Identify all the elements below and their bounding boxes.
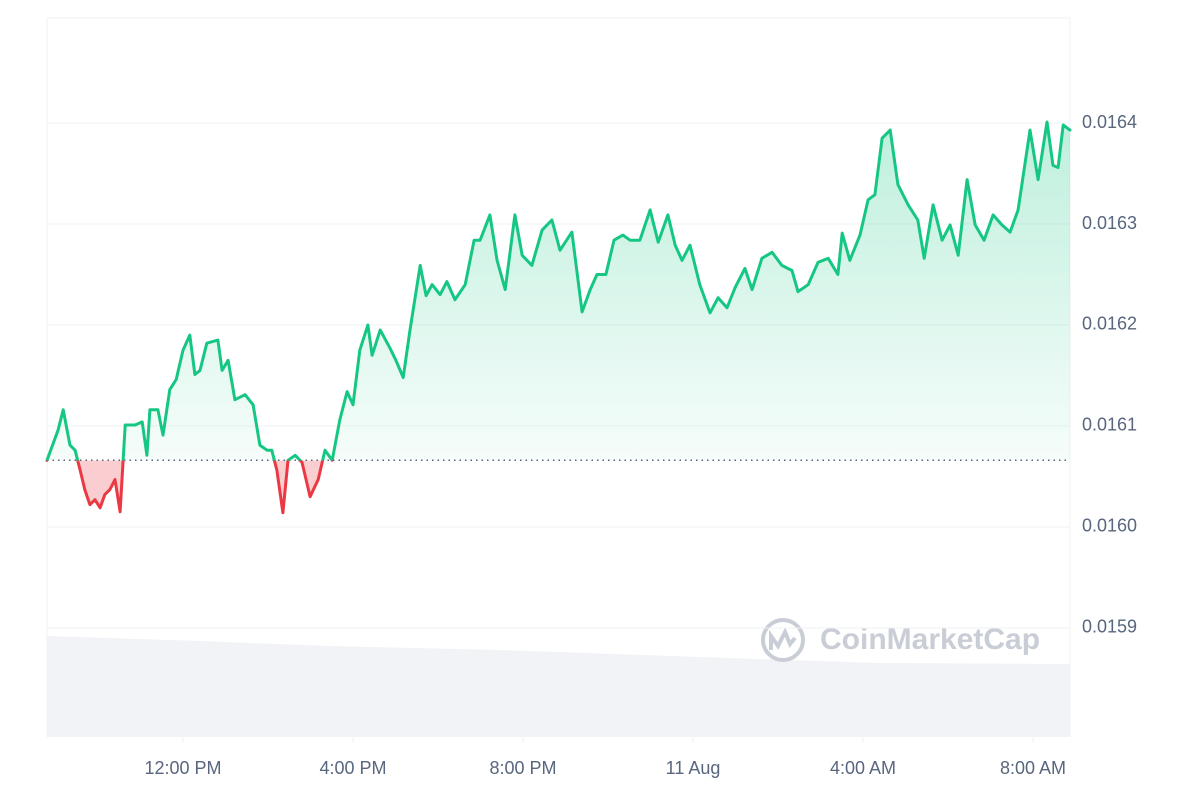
- y-tick-label: 0.0162: [1082, 314, 1137, 334]
- x-tick-label: 4:00 AM: [830, 758, 896, 778]
- volume-area: [47, 636, 1070, 737]
- y-tick-label: 0.0160: [1082, 516, 1137, 536]
- watermark-logo: [761, 618, 805, 662]
- y-tick-label: 0.0161: [1082, 415, 1137, 435]
- y-tick-label: 0.0159: [1082, 617, 1137, 637]
- price-line: [45, 120, 1072, 515]
- x-tick-label: 12:00 PM: [144, 758, 221, 778]
- price-area: [47, 122, 1070, 513]
- y-tick-label: 0.0164: [1082, 112, 1137, 132]
- x-tick-label: 11 Aug: [666, 758, 721, 778]
- y-tick-label: 0.0163: [1082, 213, 1137, 233]
- x-tick-label: 4:00 PM: [319, 758, 386, 778]
- x-tick-label: 8:00 AM: [1000, 758, 1066, 778]
- x-tick-label: 8:00 PM: [489, 758, 556, 778]
